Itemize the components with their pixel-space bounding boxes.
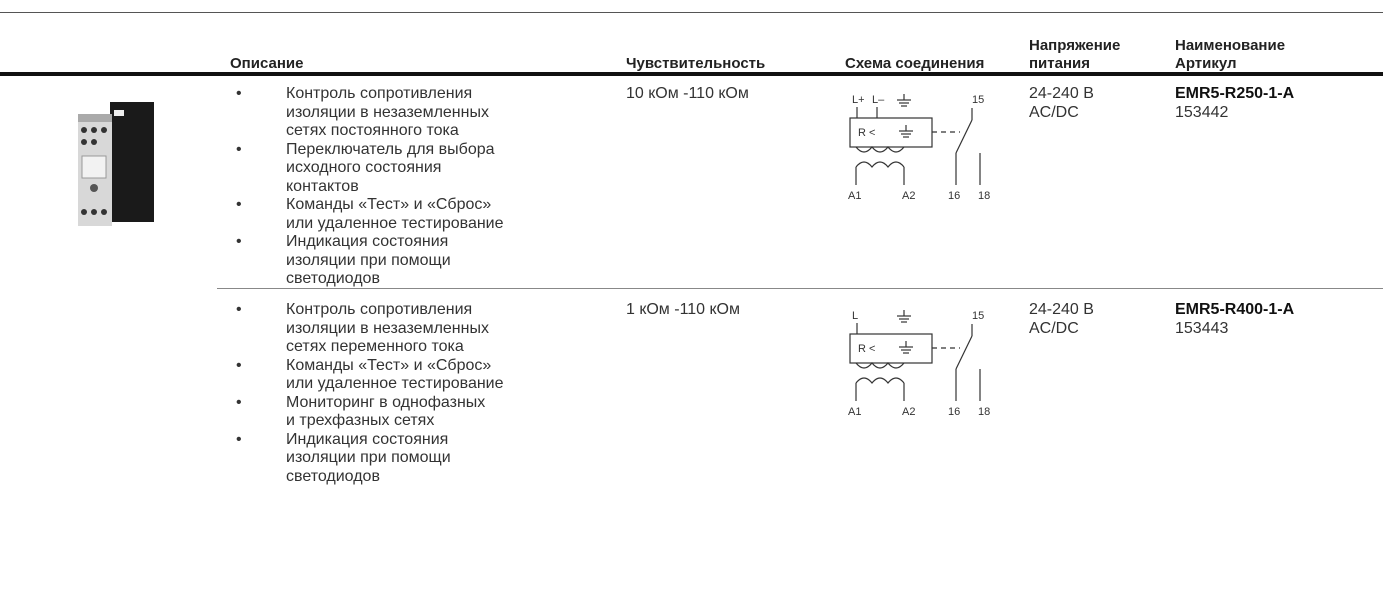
sensitivity: 10 кОм -110 кОм [626,85,749,104]
bullet-item: Команды «Тест» и «Сброс»или удаленное те… [236,356,504,394]
bullet-text: светодиодов [286,467,380,485]
header-text: Артикул [1175,55,1237,72]
bullet-text: исходного состояния [286,159,442,176]
product: EMR5-R400-1-A 153443 [1175,301,1294,338]
header-cell: Наименование Артикул [1175,37,1285,73]
bullet-text: Команды «Тест» и «Сброс» [286,196,492,213]
voltage-text: AC/DC [1029,103,1079,121]
terminal-label: 15 [972,310,984,322]
diagram-line [955,335,973,370]
coil [855,362,905,369]
terminal-label: 18 [978,406,990,418]
coil [855,161,905,168]
bullet-text: изоляции в незаземленных [286,319,489,337]
header-cell: Схема соединения [845,55,984,73]
terminal-label: A2 [902,190,915,202]
terminal-label: L [852,310,858,322]
bullet-text: изоляции при помощи [286,251,451,269]
bullet-text: Мониторинг в однофазных [286,393,486,411]
product-image [78,102,154,226]
relay-label: R < [858,127,875,139]
terminal-label: L+ [852,94,865,106]
header-cell: Описание [230,55,303,73]
bullet-text: Команды «Тест» и «Сброс» [286,356,492,374]
voltage: 24-240 В AC/DC [1029,301,1094,338]
bullet-text: Индикация состояния [286,233,449,250]
header-text: Схема соединения [845,55,985,72]
bullet-text: Контроль сопротивления [286,85,473,102]
bullet-text: сетях постоянного тока [286,122,459,139]
bullet-text: или удаленное тестирование [286,375,504,392]
bullet-text: сетях переменного тока [286,338,464,355]
article-number: 153443 [1175,319,1229,337]
voltage-text: AC/DC [1029,319,1079,337]
relay-label: R < [858,343,875,355]
terminal-label: 16 [948,190,960,202]
terminal-label: L– [872,94,885,106]
header-text: Напряжение [1029,37,1121,54]
header-text: Наименование [1175,37,1286,54]
bullet-text: светодиодов [286,270,380,287]
terminal-label: 15 [972,94,984,106]
bullet-item: Команды «Тест» и «Сброс»или удаленное те… [236,196,504,233]
row-rule [217,288,1383,289]
product: EMR5-R250-1-A 153442 [1175,85,1294,122]
bullet-text: контактов [286,177,359,195]
sensitivity: 1 кОм -110 кОм [626,301,740,320]
header-text: питания [1029,55,1091,72]
terminal-label: 16 [948,406,960,418]
header-rule [0,72,1383,76]
bullet-text: Переключатель для выбора [286,140,495,158]
product-name: EMR5-R250-1-A [1175,85,1295,102]
product-name: EMR5-R400-1-A [1175,301,1295,318]
coil [855,146,905,153]
voltage-text: 24-240 В [1029,85,1094,102]
terminal-label: A1 [848,190,861,202]
diagram-line [955,119,973,154]
coil [855,377,905,384]
wiring-diagram: L 15 R < A1 A2 16 18 [848,310,990,418]
bullet-text: Индикация состояния [286,430,449,448]
bullet-text: изоляции в незаземленных [286,103,489,121]
terminal-label: A1 [848,406,861,418]
wiring-diagram: L+ L– 15 R < A1 A2 16 18 [848,94,990,202]
bullet-text: изоляции при помощи [286,449,451,466]
bullet-text: Контроль сопротивления [286,301,473,318]
header-text: Описание [230,55,304,72]
article-number: 153442 [1175,103,1229,121]
bullet-text: и трехфазных сетях [286,412,435,429]
terminal-label: A2 [902,406,915,418]
voltage-text: 24-240 В [1029,301,1094,318]
terminal-label: 18 [978,190,990,202]
voltage: 24-240 В AC/DC [1029,85,1094,122]
sensitivity-text: 10 кОм -110 кОм [626,85,749,102]
bullet-text: или удаленное тестирование [286,214,504,232]
header-text: Чувствительность [626,55,766,72]
top-rule [0,12,1383,13]
sensitivity-text: 1 кОм -110 кОм [626,301,740,318]
header-cell: Напряжение питания [1029,37,1120,73]
header-cell: Чувствительность [626,55,765,73]
